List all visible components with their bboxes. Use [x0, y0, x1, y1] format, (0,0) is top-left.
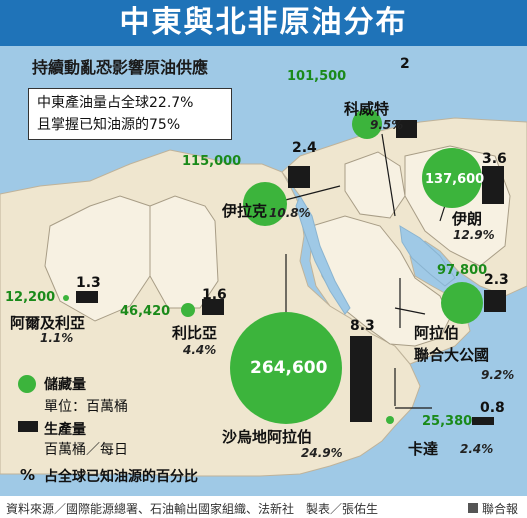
reserve-value-saudi: 264,600: [250, 358, 328, 378]
land-libya: [149, 195, 219, 309]
note-line: 中東產油量占全球22.7%: [37, 95, 194, 111]
brand-square-icon: [468, 503, 478, 513]
legend-pct-symbol: %: [20, 466, 36, 484]
reserve-circle-algeria: [63, 295, 69, 301]
legend-production-unit: 百萬桶／每日: [44, 442, 128, 458]
production-value-iraq: 2.4: [292, 140, 317, 156]
footer-brand: 聯合報: [482, 502, 519, 516]
pct-iraq: 10.8%: [269, 206, 311, 220]
footer-source: 資料來源／國際能源總署、石油輸出國家組織、法新社 製表／張佑生: [6, 502, 379, 516]
legend-production-label: 生產量: [44, 422, 86, 438]
production-bar-saudi: [350, 336, 372, 422]
reserve-circle-kuwait: [352, 109, 382, 139]
map-land: [0, 109, 527, 477]
legend-reserve-unit: 單位：百萬桶: [44, 399, 128, 415]
reserve-circle-iran: [422, 148, 482, 208]
reserve-circle-qatar: [386, 416, 394, 424]
pct-libya: 4.4%: [183, 343, 217, 357]
pct-kuwait: 9.5%: [370, 118, 404, 132]
production-value-libya: 1.6: [202, 287, 227, 303]
production-value-algeria: 1.3: [76, 275, 101, 291]
production-value-saudi: 8.3: [350, 318, 375, 334]
country-name-iran: 伊朗: [452, 210, 483, 228]
note-line: 且掌握已知油源的75%: [37, 117, 181, 133]
reserve-circle-libya: [181, 303, 195, 317]
country-name-uae-2: 聯合大公國: [414, 346, 490, 364]
legend-production-icon: [18, 421, 38, 432]
land-algeria: [44, 195, 151, 322]
reserve-circle-uae: [441, 282, 483, 324]
pct-qatar: 2.4%: [460, 442, 494, 456]
legend-pct-label: 占全球已知油源的百分比: [44, 469, 198, 485]
country-name-uae: 阿拉伯: [414, 324, 460, 342]
country-name-iraq: 伊拉克: [222, 202, 268, 220]
reserve-value-qatar: 25,380: [422, 414, 473, 429]
sea-red-sea: [295, 194, 351, 315]
production-value-qatar: 0.8: [480, 400, 505, 416]
reserve-value-iraq: 115,000: [182, 154, 242, 169]
reserve-circle-iraq: [243, 182, 287, 226]
production-bar-uae: [484, 290, 506, 312]
production-value-uae: 2.3: [484, 272, 509, 288]
production-bar-libya: [202, 299, 224, 315]
reserve-value-kuwait: 101,500: [287, 69, 347, 84]
footer: [0, 496, 527, 518]
production-bar-kuwait: [396, 120, 417, 138]
production-bar-qatar: [472, 417, 494, 425]
reserve-value-iran: 137,600: [425, 172, 485, 187]
subtitle: 持續動亂恐影響原油供應: [32, 58, 209, 77]
country-name-algeria: 阿爾及利亞: [10, 314, 86, 332]
country-name-kuwait: 科威特: [344, 100, 390, 118]
legend-reserve-icon: [18, 375, 36, 393]
production-bar-algeria: [76, 291, 98, 303]
pct-iran: 12.9%: [453, 228, 495, 242]
reserve-value-libya: 46,420: [120, 304, 171, 319]
pct-algeria: 1.1%: [40, 331, 74, 345]
country-name-qatar: 卡達: [408, 440, 439, 458]
land-iraq: [344, 151, 406, 219]
production-bar-iran: [482, 166, 504, 204]
page-title: 中東與北非原油分布: [119, 5, 408, 40]
title-bar: [0, 0, 527, 46]
production-bar-iraq: [288, 166, 310, 188]
sea-persian-gulf: [399, 225, 456, 287]
note-box: 中東產油量占全球22.7% 且掌握已知油源的75%: [28, 88, 232, 140]
reserve-value-uae: 97,800: [437, 263, 488, 278]
reserve-value-algeria: 12,200: [5, 290, 56, 305]
country-name-libya: 利比亞: [172, 324, 218, 342]
pct-saudi: 24.9%: [301, 446, 343, 460]
legend-reserve-label: 儲藏量: [44, 377, 86, 393]
production-value-kuwait: 2: [400, 56, 410, 72]
production-value-iran: 3.6: [482, 151, 507, 167]
reserve-circle-saudi: [230, 312, 342, 424]
country-name-saudi: 沙烏地阿拉伯: [222, 428, 313, 446]
pct-uae: 9.2%: [481, 368, 515, 382]
